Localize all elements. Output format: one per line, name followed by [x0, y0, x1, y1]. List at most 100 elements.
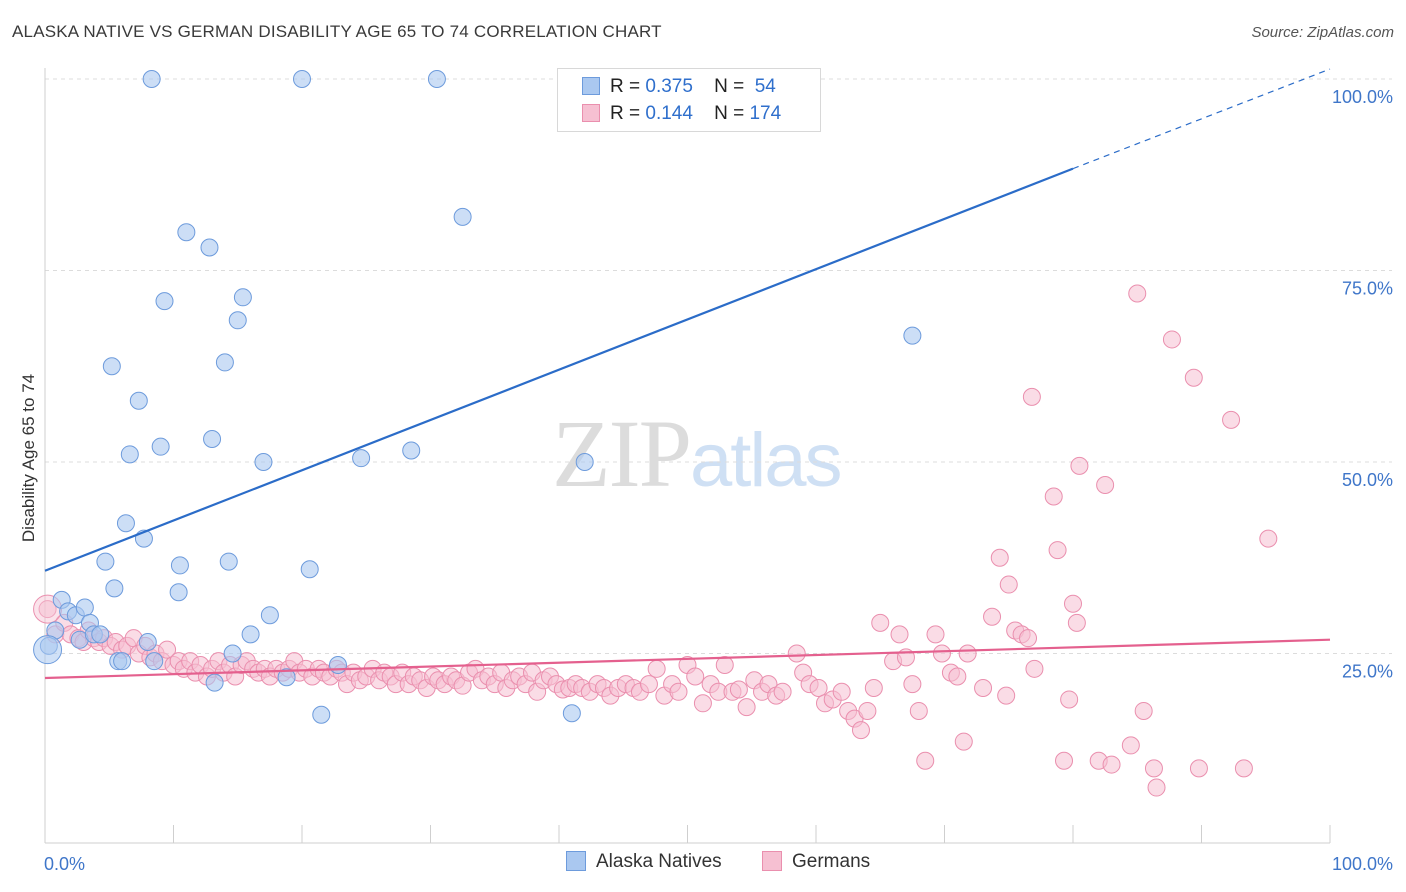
- alaska-point: [328, 655, 347, 674]
- german-point: [715, 655, 734, 674]
- german-point: [1162, 330, 1181, 349]
- alaska-point: [562, 704, 581, 723]
- german-point: [909, 701, 928, 720]
- german-point: [737, 698, 756, 717]
- alaska-point: [219, 552, 238, 571]
- chart-title: ALASKA NATIVE VS GERMAN DISABILITY AGE 6…: [12, 22, 662, 41]
- german-point: [1102, 755, 1121, 774]
- german-point: [809, 678, 828, 697]
- alaska-point: [215, 353, 234, 372]
- german-point: [990, 548, 1009, 567]
- german-point: [1064, 594, 1082, 613]
- grid-lines: [45, 78, 1392, 654]
- german-point: [1184, 368, 1203, 387]
- alaska-trend-extension: [1072, 68, 1331, 170]
- alaska-point: [102, 357, 121, 376]
- german-point: [1070, 456, 1089, 475]
- legend-row-alaska: R = 0.375 N = 54: [582, 76, 776, 98]
- alaska-point: [155, 292, 174, 311]
- german-point: [1048, 541, 1067, 560]
- german-point: [158, 640, 177, 659]
- german-point: [1189, 759, 1208, 778]
- watermark-atlas: atlas: [690, 418, 843, 503]
- alaska-trend-line: [44, 167, 1074, 572]
- german-point: [693, 694, 712, 713]
- german-point: [1019, 629, 1038, 648]
- german-point: [1096, 475, 1115, 494]
- alaska-point: [129, 391, 148, 410]
- alaska-point-large: [33, 635, 63, 665]
- german-legend-label: Germans: [792, 851, 871, 872]
- legend-n-label: N =: [714, 103, 745, 124]
- alaska-swatch: [582, 77, 600, 95]
- y-tick-label: 100.0%: [1332, 87, 1393, 107]
- alaska-point: [145, 652, 164, 671]
- german-point: [639, 675, 658, 694]
- alaska-legend-label: Alaska Natives: [596, 851, 722, 872]
- german-point: [1222, 410, 1241, 429]
- german-point: [954, 732, 973, 751]
- german-point: [787, 644, 806, 663]
- alaska-point: [233, 288, 252, 307]
- legend-n-value: 54: [754, 76, 776, 97]
- y-axis-label: Disability Age 65 to 74: [19, 374, 38, 542]
- alaska-point: [300, 560, 319, 579]
- alaska-point: [312, 705, 331, 724]
- german-point: [647, 659, 666, 678]
- alaska-point: [402, 441, 421, 460]
- german-point: [1060, 690, 1079, 709]
- alaska-points: [33, 70, 922, 724]
- german-point: [1147, 778, 1166, 797]
- alaska-point: [151, 437, 170, 456]
- german-point: [1044, 487, 1063, 506]
- alaska-point: [205, 673, 224, 692]
- alaska-legend-swatch: [566, 851, 586, 871]
- source-label: Source: ZipAtlas.com: [1251, 24, 1394, 41]
- alaska-point: [223, 644, 242, 663]
- legend-r-label: R =: [610, 76, 641, 97]
- german-point: [890, 625, 909, 644]
- german-point: [932, 644, 951, 663]
- alaska-point: [200, 238, 219, 257]
- german-point: [1121, 736, 1140, 755]
- alaska-point: [169, 583, 188, 602]
- alaska-point: [352, 449, 371, 468]
- alaska-point: [120, 445, 139, 464]
- alaska-point: [254, 453, 273, 471]
- series-legend-alaska[interactable]: Alaska Natives: [566, 851, 722, 873]
- alaska-point: [105, 579, 124, 598]
- alaska-point: [116, 514, 135, 533]
- alaska-point: [575, 453, 594, 471]
- alaska-point: [453, 207, 472, 226]
- german-point: [1134, 701, 1153, 720]
- y-tick-label: 25.0%: [1342, 662, 1393, 682]
- alaska-point: [293, 70, 311, 88]
- german-point: [686, 667, 705, 686]
- alaska-point: [96, 552, 115, 571]
- german-point: [1128, 284, 1147, 303]
- german-point: [1234, 759, 1253, 778]
- alaska-point: [142, 70, 161, 88]
- german-trend-line: [44, 638, 1331, 680]
- x-tick-label: 0.0%: [44, 854, 85, 874]
- x-tick-label: 100.0%: [1332, 854, 1393, 874]
- tick-labels: 25.0% 50.0% 75.0% 100.0% 0.0% 100.0%: [44, 87, 1393, 874]
- series-legend-german[interactable]: Germans: [762, 851, 870, 873]
- legend-row-german: R = 0.144 N = 174: [582, 103, 781, 125]
- german-point: [858, 701, 877, 720]
- german-point: [997, 686, 1016, 705]
- stats-legend: R = 0.375 N = 54 R = 0.144 N = 174: [557, 68, 821, 132]
- alaska-point: [91, 625, 110, 644]
- alaska-point: [170, 556, 189, 575]
- legend-r-label: R =: [610, 103, 641, 124]
- german-point: [1025, 659, 1044, 678]
- legend-n-value: 174: [749, 103, 782, 124]
- german-point: [1259, 529, 1278, 548]
- legend-n-label: N =: [714, 76, 745, 97]
- german-point: [916, 751, 935, 770]
- y-tick-label: 50.0%: [1342, 470, 1393, 490]
- german-point: [1022, 387, 1041, 406]
- alaska-point: [277, 668, 296, 687]
- alaska-point: [260, 606, 279, 625]
- german-point: [38, 600, 57, 619]
